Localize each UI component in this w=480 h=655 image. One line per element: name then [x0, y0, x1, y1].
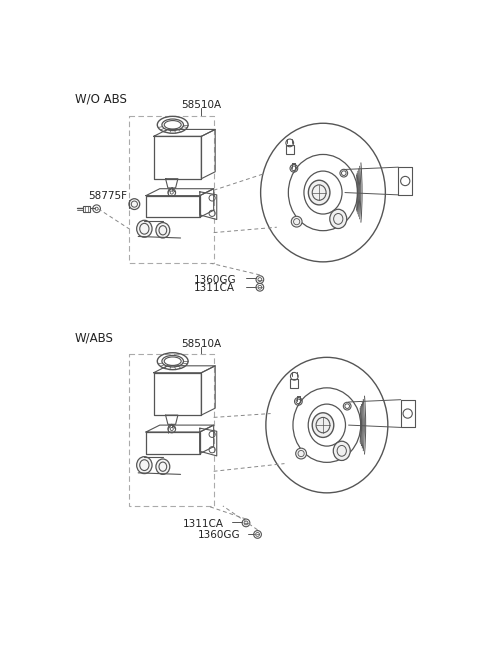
Bar [129, 354, 214, 506]
Bar [290, 379, 298, 388]
Bar [286, 145, 294, 155]
Circle shape [291, 216, 302, 227]
Ellipse shape [137, 220, 152, 237]
Ellipse shape [156, 223, 170, 238]
Text: 1360GG: 1360GG [193, 275, 236, 285]
Ellipse shape [129, 198, 140, 210]
Circle shape [296, 448, 307, 459]
Text: 1311CA: 1311CA [183, 519, 224, 529]
Ellipse shape [156, 459, 170, 474]
Ellipse shape [137, 457, 152, 474]
Text: 1311CA: 1311CA [193, 284, 235, 293]
Bar [83, 206, 90, 212]
Text: 58510A: 58510A [181, 339, 221, 349]
Ellipse shape [330, 209, 347, 229]
Text: 1360GG: 1360GG [198, 530, 241, 540]
Text: W/ABS: W/ABS [75, 331, 114, 344]
Text: W/O ABS: W/O ABS [75, 92, 127, 105]
Ellipse shape [333, 441, 350, 460]
Ellipse shape [312, 413, 334, 438]
Ellipse shape [308, 180, 330, 205]
Bar [129, 115, 214, 263]
Text: 58510A: 58510A [181, 100, 221, 110]
Text: 58775F: 58775F [88, 191, 127, 200]
